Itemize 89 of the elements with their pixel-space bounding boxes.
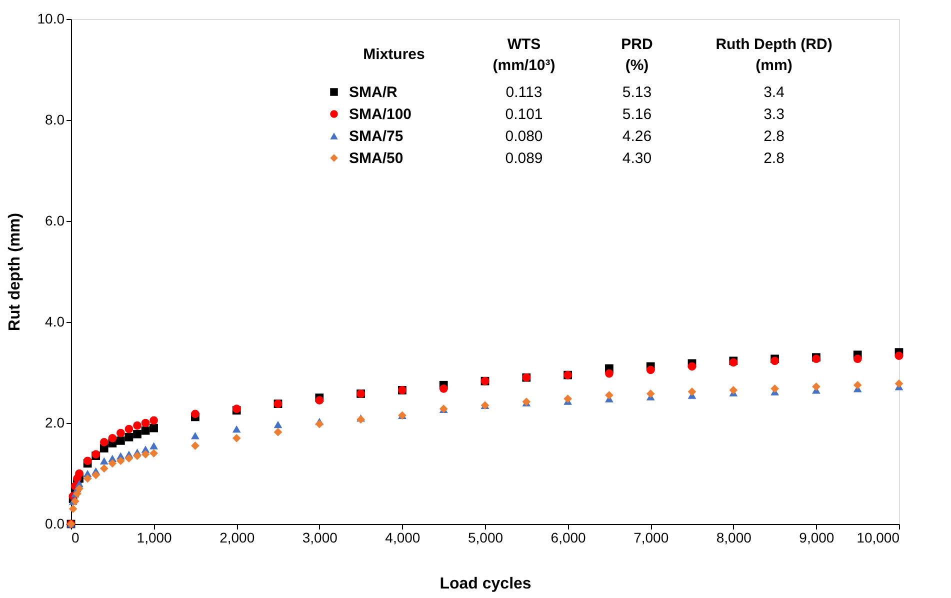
point	[116, 456, 125, 466]
point	[315, 396, 324, 404]
x-axis-title: Load cycles	[440, 576, 532, 592]
point	[150, 442, 158, 450]
y-tick-label: 10.0	[37, 10, 65, 26]
point	[853, 380, 862, 390]
x-tick-label: 7,000	[634, 530, 669, 546]
point	[770, 384, 779, 393]
legend-label: SMA/R	[349, 84, 398, 101]
point	[191, 410, 200, 418]
point	[108, 459, 117, 468]
point	[688, 362, 696, 371]
annotation: Ruth Depth (RD) (mm)	[716, 36, 832, 74]
point	[646, 390, 655, 398]
point	[812, 382, 820, 391]
point	[116, 436, 125, 445]
point	[124, 454, 134, 463]
annotation: 0.101	[505, 106, 543, 123]
annotation: 0.113	[506, 84, 542, 101]
point	[439, 384, 448, 393]
point	[605, 369, 614, 378]
point	[729, 386, 738, 394]
x-tick-label: 5,000	[468, 530, 504, 546]
point	[83, 474, 92, 483]
point	[124, 432, 134, 442]
x-tick-label: 9,000	[799, 530, 834, 546]
point	[68, 504, 78, 514]
y-tick-label: 6.0	[45, 212, 65, 228]
point	[232, 434, 241, 442]
legend-label: SMA/50	[349, 150, 404, 167]
x-tick-label: 8,000	[716, 530, 752, 546]
point	[191, 442, 200, 450]
x-tick-label: 3,000	[302, 530, 338, 546]
point	[274, 420, 282, 428]
annotation: 2.8	[764, 128, 784, 145]
point	[141, 426, 150, 435]
annotation: WTS (mm/10³)	[492, 36, 556, 74]
annotation: 0.089	[505, 150, 543, 167]
point	[150, 416, 158, 425]
annotation: 0.080	[505, 128, 543, 145]
point	[150, 449, 158, 458]
point	[100, 464, 108, 473]
x-tick-label: 6,000	[550, 530, 586, 546]
point	[315, 420, 324, 428]
annotation: 4.26	[622, 128, 652, 145]
x-tick-label: 2,000	[220, 530, 255, 546]
annotation: PRD (%)	[621, 36, 653, 74]
x-tick-label: 10,000	[856, 530, 900, 546]
y-axis-title: Rut depth (mm)	[6, 212, 24, 332]
annotation: 4.30	[622, 150, 652, 167]
point	[564, 394, 572, 403]
annotation: 5.13	[622, 84, 652, 101]
annotation: 3.4	[764, 84, 784, 101]
point	[100, 457, 108, 464]
point	[646, 366, 655, 374]
annotation: 2.8	[764, 150, 784, 167]
point	[100, 438, 108, 446]
legend-label: SMA/75	[349, 128, 404, 145]
y-tick-label: 0.0	[45, 516, 65, 532]
point	[191, 432, 200, 440]
point	[133, 452, 142, 460]
point	[894, 379, 904, 388]
point	[116, 428, 125, 438]
point	[688, 388, 696, 396]
point	[124, 424, 134, 434]
point	[274, 428, 282, 436]
point	[894, 352, 904, 360]
y-tick-label: 2.0	[45, 414, 65, 430]
point	[232, 425, 241, 433]
x-tick-label: 1,000	[136, 530, 172, 546]
y-tick-label: 8.0	[45, 112, 65, 128]
legend-label: SMA/100	[349, 106, 412, 123]
point	[75, 469, 84, 478]
x-tick-label: 0	[72, 530, 80, 546]
legend-title: Mixtures	[363, 46, 425, 63]
point	[605, 391, 614, 400]
annotation: 5.16	[622, 106, 652, 123]
point	[133, 421, 142, 430]
point	[141, 450, 150, 458]
point	[141, 418, 150, 428]
point	[150, 424, 158, 432]
point	[853, 354, 862, 364]
y-tick-label: 4.0	[45, 314, 65, 330]
point	[133, 430, 142, 438]
point	[108, 434, 117, 442]
x-tick-label: 4,000	[385, 530, 420, 546]
point	[92, 470, 100, 480]
annotation: 3.3	[764, 106, 784, 123]
point	[83, 456, 92, 466]
